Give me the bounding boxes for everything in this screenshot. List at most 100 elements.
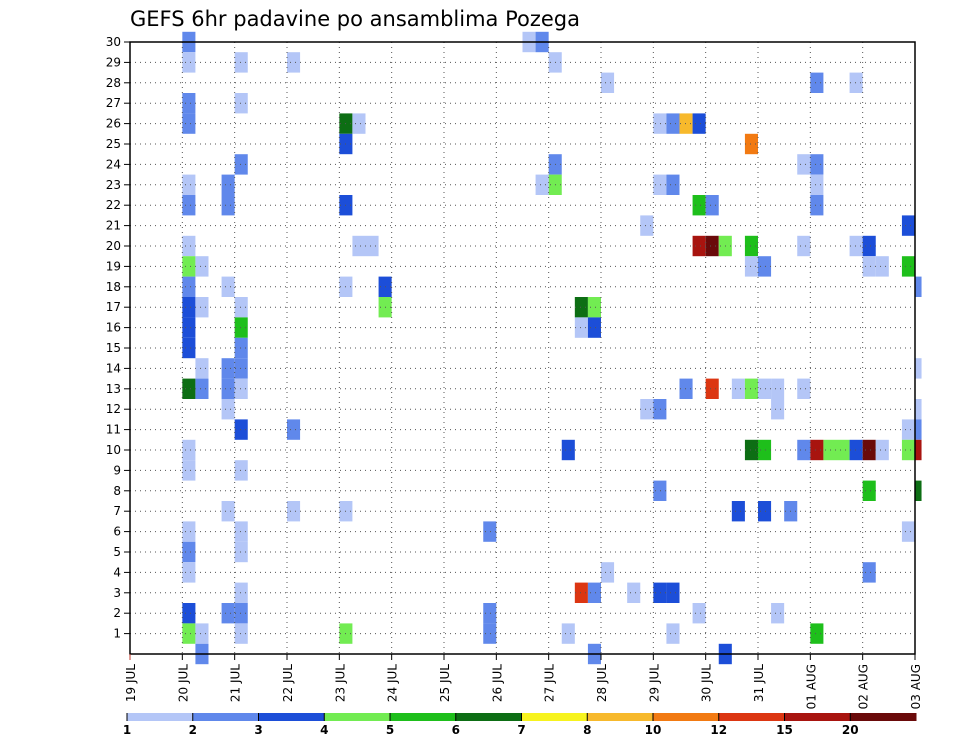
data-cell [692, 235, 706, 257]
x-tick-label: 25 JUL [438, 664, 452, 702]
data-cell [810, 195, 824, 216]
colorbar-label: 2 [189, 723, 197, 737]
data-cell [195, 358, 209, 379]
data-cell [666, 582, 680, 603]
data-cell [692, 603, 706, 624]
x-tick-label: 30 JUL [700, 664, 714, 702]
data-cell [666, 113, 680, 134]
colorbar-label: 3 [254, 723, 262, 737]
colorbar-swatch [718, 713, 785, 721]
y-tick-label: 30 [106, 35, 121, 49]
y-tick-label: 9 [113, 463, 121, 477]
y-tick-label: 2 [113, 606, 121, 620]
data-cell [849, 439, 863, 461]
data-cell [679, 378, 693, 399]
data-cell [862, 235, 876, 257]
data-cell [823, 439, 837, 461]
data-cell [483, 623, 497, 644]
data-cell [221, 378, 235, 399]
y-tick-label: 25 [106, 137, 121, 151]
data-cell [862, 480, 876, 501]
y-tick-label: 28 [106, 76, 121, 90]
x-tick-label: 26 JUL [490, 664, 504, 702]
data-cell [862, 256, 876, 277]
data-cell [731, 378, 745, 399]
data-cell [758, 439, 772, 461]
y-tick-label: 7 [113, 504, 121, 518]
data-cell [182, 52, 196, 73]
data-cell [195, 378, 209, 399]
x-tick-label: 24 JUL [386, 664, 400, 702]
x-tick-label: 27 JUL [543, 664, 557, 702]
colorbar-label: 1 [123, 723, 131, 737]
x-tick-label: 03 AUG [909, 664, 923, 709]
data-cell [221, 501, 235, 522]
data-cell [221, 276, 235, 297]
data-cell [601, 72, 615, 93]
colorbar-label: 15 [776, 723, 793, 737]
data-cell [365, 235, 379, 257]
y-tick-label: 4 [113, 565, 121, 579]
data-cell [221, 174, 235, 195]
data-cell [483, 521, 497, 542]
data-cell [182, 562, 196, 583]
data-cell [182, 297, 196, 318]
x-tick-label: 19 JUL [124, 664, 138, 702]
data-cell [587, 317, 601, 338]
data-cell [287, 501, 301, 522]
data-cell [692, 113, 706, 134]
y-tick-label: 15 [106, 341, 121, 355]
data-cell [234, 358, 248, 379]
data-cell [561, 623, 575, 644]
data-cell [627, 582, 641, 603]
data-cell [640, 215, 654, 236]
data-cell [182, 195, 196, 216]
y-tick-label: 29 [106, 55, 121, 69]
data-cell [352, 235, 366, 257]
data-cell [771, 378, 785, 399]
colorbar-swatch [784, 713, 851, 721]
data-cell [653, 113, 667, 134]
data-cell [574, 582, 588, 603]
data-cell [915, 439, 922, 461]
data-cell [797, 439, 811, 461]
data-cell [901, 256, 915, 277]
data-cell [182, 113, 196, 134]
data-cell [182, 317, 196, 338]
data-cell [352, 113, 366, 134]
data-cell [901, 439, 915, 461]
data-cell [692, 195, 706, 216]
data-cell [666, 174, 680, 195]
data-cell [915, 480, 922, 501]
colorbar-swatch [587, 713, 654, 721]
colorbar-swatch [521, 713, 588, 721]
y-tick-label: 3 [113, 586, 121, 600]
y-tick-label: 17 [106, 300, 121, 314]
y-tick-label: 27 [106, 96, 121, 110]
data-cell [758, 501, 772, 522]
y-tick-label: 24 [106, 157, 121, 171]
y-tick-label: 13 [106, 382, 121, 396]
data-cell [221, 603, 235, 624]
data-cell [810, 174, 824, 195]
colorbar-swatch [127, 713, 194, 721]
axes: 1234567891011121314151617181920212223242… [106, 35, 923, 709]
colorbar-label: 6 [452, 723, 460, 737]
colorbar-label: 8 [583, 723, 591, 737]
data-cell [744, 439, 758, 461]
data-cell [771, 399, 785, 420]
x-tick-label: 20 JUL [176, 664, 190, 702]
colorbar-swatch [455, 713, 522, 721]
data-cell [574, 317, 588, 338]
data-cell [653, 174, 667, 195]
colorbar-label: 10 [645, 723, 662, 737]
x-tick-label: 22 JUL [281, 664, 295, 702]
data-cell [810, 439, 824, 461]
data-cell [744, 256, 758, 277]
data-cell [182, 93, 196, 114]
data-cell [234, 623, 248, 644]
chart-title: GEFS 6hr padavine po ansamblima Pozega [130, 7, 580, 31]
data-cell [234, 52, 248, 73]
data-cell [587, 297, 601, 318]
data-cell [875, 256, 889, 277]
